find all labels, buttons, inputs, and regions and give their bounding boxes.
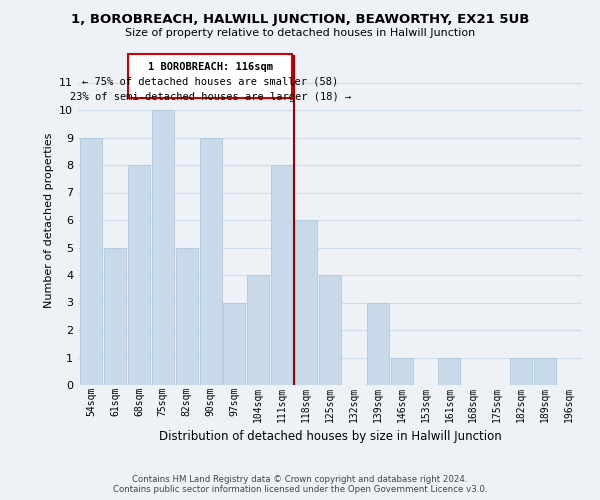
X-axis label: Distribution of detached houses by size in Halwill Junction: Distribution of detached houses by size …: [158, 430, 502, 443]
FancyBboxPatch shape: [128, 54, 292, 98]
Text: Size of property relative to detached houses in Halwill Junction: Size of property relative to detached ho…: [125, 28, 475, 38]
Bar: [319, 275, 341, 385]
Text: 23% of semi-detached houses are larger (18) →: 23% of semi-detached houses are larger (…: [70, 92, 351, 102]
Text: ← 75% of detached houses are smaller (58): ← 75% of detached houses are smaller (58…: [82, 77, 338, 87]
Text: 1, BOROBREACH, HALWILL JUNCTION, BEAWORTHY, EX21 5UB: 1, BOROBREACH, HALWILL JUNCTION, BEAWORT…: [71, 12, 529, 26]
Bar: [152, 110, 174, 385]
Bar: [128, 165, 150, 385]
Bar: [247, 275, 269, 385]
Bar: [223, 302, 245, 385]
Bar: [80, 138, 102, 385]
Y-axis label: Number of detached properties: Number of detached properties: [44, 132, 53, 308]
Bar: [176, 248, 197, 385]
Text: Contains HM Land Registry data © Crown copyright and database right 2024.
Contai: Contains HM Land Registry data © Crown c…: [113, 474, 487, 494]
Bar: [271, 165, 293, 385]
Bar: [439, 358, 460, 385]
Bar: [104, 248, 126, 385]
Bar: [200, 138, 221, 385]
Bar: [295, 220, 317, 385]
Bar: [534, 358, 556, 385]
Bar: [391, 358, 413, 385]
Text: 1 BOROBREACH: 116sqm: 1 BOROBREACH: 116sqm: [148, 62, 273, 72]
Bar: [510, 358, 532, 385]
Bar: [367, 302, 389, 385]
